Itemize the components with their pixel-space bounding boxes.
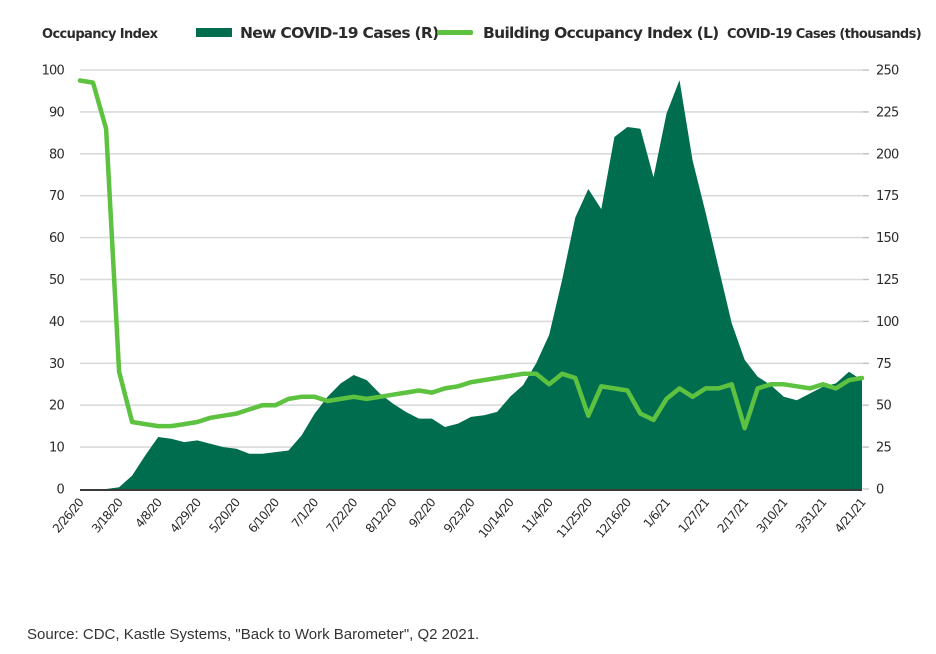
x-tick-label: 9/2/20 [406,496,438,531]
left-tick-label: 80 [49,147,64,162]
left-tick-label: 0 [57,483,65,498]
right-tick-label: 200 [876,147,899,162]
right-tick-label: 50 [876,399,891,414]
left-tick-label: 50 [49,273,64,288]
right-axis-title: COVID-19 Cases (thousands) [727,27,921,42]
x-tick-label: 4/29/20 [167,496,204,536]
source-note: Source: CDC, Kastle Systems, "Back to Wo… [27,626,480,643]
legend-swatch-cases [196,28,232,37]
legend-label-cases: New COVID-19 Cases (R) [240,24,439,42]
x-tick-label: 8/12/20 [363,496,400,536]
x-tick-label: 7/1/20 [289,496,321,531]
gridlines [80,69,868,448]
right-tick-label: 225 [876,105,899,120]
x-tick-label: 1/27/21 [675,496,712,536]
right-axis-ticks: 0 25 50 75 100 125 150 175 200 225 250 [863,64,900,498]
occupancy-line [77,78,865,431]
left-tick-label: 40 [49,315,64,330]
x-tick-label: 2/17/21 [715,496,752,536]
cases-area [80,80,862,489]
x-tick-label: 3/10/21 [754,496,791,536]
left-axis-ticks: 0 10 20 30 40 50 60 70 80 90 100 [42,64,66,498]
x-tick-label: 1/6/21 [641,496,673,531]
left-tick-label: 20 [49,399,64,414]
right-tick-label: 250 [876,64,899,79]
x-tick-label: 6/10/20 [245,496,282,536]
x-tick-label: 2/26/20 [50,496,87,536]
left-tick-label: 30 [49,357,64,372]
right-tick-label: 0 [876,483,884,498]
right-tick-label: 175 [876,189,899,204]
left-axis-title: Occupancy Index [42,27,159,42]
x-tick-label: 4/21/21 [832,496,869,536]
left-tick-label: 70 [49,189,64,204]
x-tick-label: 5/20/20 [206,496,243,536]
x-tick-label: 3/31/21 [793,496,830,536]
occupancy-line-layer [77,78,865,431]
legend-label-occupancy: Building Occupancy Index (L) [483,24,719,42]
cases-area-layer [80,80,862,489]
x-tick-label: 11/25/20 [554,496,595,541]
right-tick-label: 75 [876,357,891,372]
right-tick-label: 25 [876,441,891,456]
right-tick-label: 100 [876,315,899,330]
left-tick-label: 60 [49,231,64,246]
chart: 0 10 20 30 40 50 60 70 80 90 100 0 25 50 75 100 125 150 1… [42,24,922,541]
x-tick-label: 7/22/20 [324,496,361,536]
left-tick-label: 100 [42,64,65,79]
x-tick-label: 3/18/20 [89,496,126,536]
x-axis-ticks: 2/26/20 3/18/20 4/8/20 4/29/20 5/20/20 6/10/2… [50,496,869,541]
x-tick-label: 11/4/20 [519,496,556,536]
x-tick-label: 9/23/20 [441,496,478,536]
x-tick-label: 12/16/20 [593,496,634,541]
left-tick-label: 90 [49,105,64,120]
x-tick-label: 4/8/20 [132,496,164,531]
right-tick-label: 125 [876,273,899,288]
legend-swatch-occupancy [437,30,473,35]
right-tick-label: 150 [876,231,899,246]
x-tick-label: 10/14/20 [476,496,517,541]
left-tick-label: 10 [49,441,64,456]
